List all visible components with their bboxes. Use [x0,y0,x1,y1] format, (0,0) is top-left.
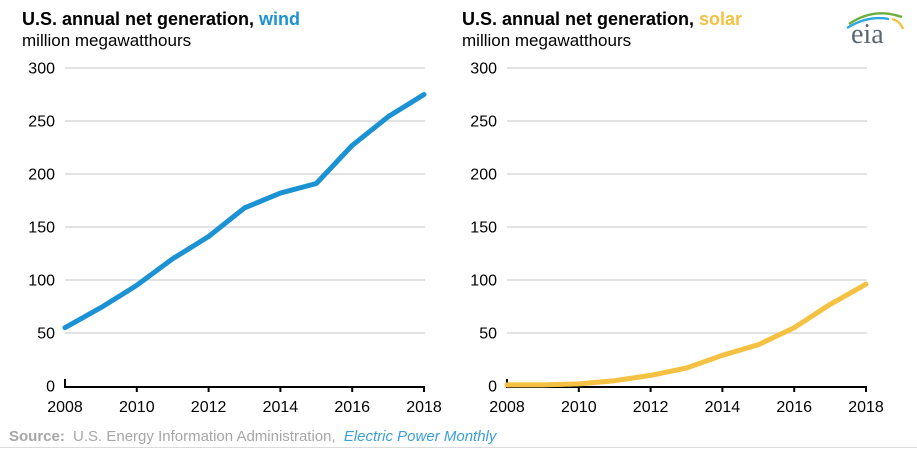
eia-logo: eia [846,12,905,50]
y-tick-label: 50 [479,326,497,343]
x-tick-label: 2010 [119,399,155,416]
wind-chart-header: U.S. annual net generation, wind million … [22,8,300,51]
y-tick-label: 200 [470,167,497,184]
logo-green-swoosh-icon [848,12,903,25]
y-tick-label: 100 [470,273,497,290]
y-tick-label: 250 [28,114,55,131]
y-tick-label: 150 [470,220,497,237]
logo-yellow-swoosh-icon [891,17,905,30]
source-line: Source: U.S. Energy Information Administ… [9,428,496,445]
x-tick-label: 2008 [489,399,525,416]
logo-text: eia [851,19,884,50]
x-tick-label: 2016 [334,399,370,416]
x-tick-label: 2018 [406,399,442,416]
x-tick-label: 2014 [263,399,299,416]
y-tick-label: 0 [488,379,497,396]
y-tick-label: 150 [28,220,55,237]
logo-blue-swoosh-icon [846,16,890,30]
y-tick-label: 50 [37,326,55,343]
solar-chart-header: U.S. annual net generation, solar million… [462,8,742,51]
solar-chart: 0 50 100 150 200 250 300 2008 2010 2012 2014 2016 20… [470,61,884,417]
x-tick-label: 2016 [776,399,812,416]
wind-chart-title: U.S. annual net generation, wind [22,8,300,30]
wind-title-prefix: U.S. annual net generation, [22,9,255,29]
solar-chart-title: U.S. annual net generation, solar [462,8,742,30]
bottom-divider [0,447,917,448]
x-tick-label: 2010 [561,399,597,416]
solar-line [504,281,869,388]
y-tick-label: 100 [28,273,55,290]
x-tick-label: 2008 [47,399,83,416]
x-tick-label: 2012 [633,399,669,416]
y-tick-label: 300 [28,61,55,78]
y-tick-label: 0 [46,379,55,396]
y-tick-label: 200 [28,167,55,184]
solar-title-prefix: U.S. annual net generation, [462,9,695,29]
y-tick-label: 250 [470,114,497,131]
source-text: U.S. Energy Information Administration, [73,428,336,445]
x-tick-label: 2012 [191,399,227,416]
y-tick-label: 300 [470,61,497,78]
wind-chart: 0 50 100 150 200 250 300 2008 2010 2012 2014 2016 20… [28,61,442,417]
source-label: Source: [9,428,65,445]
solar-chart-subtitle: million megawatthours [462,31,632,50]
wind-chart-subtitle: million megawatthours [22,31,192,50]
x-tick-label: 2018 [848,399,884,416]
source-link[interactable]: Electric Power Monthly [343,428,497,445]
wind-line [62,92,427,331]
x-tick-label: 2014 [705,399,741,416]
solar-title-highlight: solar [699,9,743,29]
wind-title-highlight: wind [259,9,301,29]
